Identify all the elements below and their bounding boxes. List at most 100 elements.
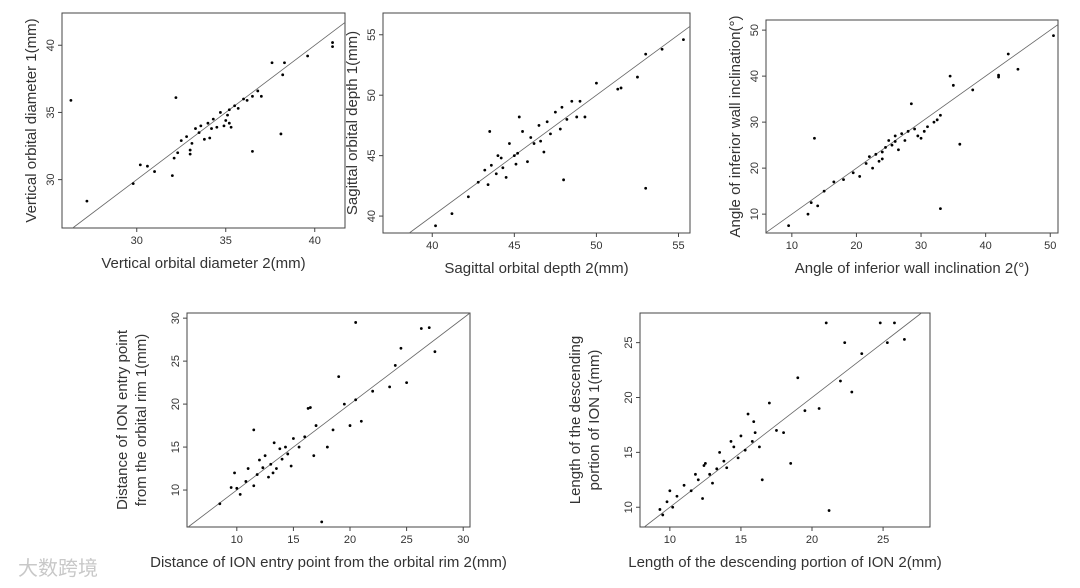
point	[671, 505, 675, 509]
point	[272, 441, 276, 445]
point	[880, 157, 884, 161]
point	[1016, 67, 1020, 71]
point	[320, 520, 324, 524]
point	[226, 113, 229, 117]
point	[256, 89, 260, 93]
y-tick-label: 10	[623, 501, 635, 513]
point	[817, 407, 821, 410]
point	[521, 130, 524, 133]
point	[619, 86, 623, 90]
point	[289, 464, 293, 468]
point	[153, 170, 156, 173]
point	[308, 406, 312, 409]
point	[893, 140, 897, 143]
y-axis-label: Length of the descending	[567, 336, 584, 504]
point	[279, 132, 283, 136]
point	[864, 162, 868, 165]
x-tick-label: 30	[131, 235, 143, 247]
point	[359, 419, 363, 423]
point	[434, 224, 437, 228]
point	[69, 98, 73, 102]
x-axis-label: Length of the descending portion of ION …	[628, 554, 942, 571]
point	[842, 178, 845, 182]
point	[516, 151, 520, 155]
y-tick-label: 45	[366, 150, 378, 162]
point	[560, 105, 564, 109]
point	[306, 54, 310, 58]
y-axis-label: Sagittal orbital depth 1(mm)	[344, 31, 361, 215]
point	[971, 88, 975, 92]
point	[252, 428, 256, 432]
identity-line	[644, 312, 922, 528]
x-tick-label: 55	[672, 240, 684, 252]
point	[233, 471, 236, 475]
point	[893, 134, 897, 138]
scatter-panel: 10 15 20 25 10 15 20 25 Length of the descending…	[567, 312, 942, 571]
y-tick-label: 40	[749, 70, 761, 82]
point	[252, 484, 256, 488]
point	[229, 486, 233, 489]
point	[903, 337, 906, 341]
plot-frame	[382, 12, 691, 234]
point	[809, 201, 813, 205]
point	[711, 481, 714, 485]
y-tick-label: 30	[45, 174, 57, 186]
point	[258, 458, 261, 462]
x-tick-label: 15	[735, 534, 747, 546]
y-tick-label: 30	[749, 116, 761, 128]
y-tick-label: 20	[170, 398, 182, 410]
point	[718, 450, 722, 454]
point	[997, 73, 1000, 77]
point	[245, 98, 249, 102]
point	[661, 513, 665, 517]
point	[342, 402, 346, 406]
point	[708, 472, 712, 476]
point	[210, 127, 213, 130]
point	[222, 124, 226, 128]
point	[331, 428, 335, 432]
point	[729, 440, 733, 443]
scatter-panel: 10 20 30 40 50 10 20 30 40 50 Angle of inferior wa…	[727, 16, 1059, 277]
x-axis-label: Distance of ION entry point from the orb…	[150, 554, 507, 571]
point	[202, 137, 206, 141]
point	[261, 466, 265, 470]
point	[850, 390, 854, 394]
point	[271, 471, 275, 475]
point	[197, 131, 201, 134]
point	[188, 152, 192, 156]
point	[483, 168, 487, 172]
y-axis-label: Vertical orbital diameter 1(mm)	[23, 18, 40, 222]
point	[658, 508, 662, 511]
point	[303, 435, 307, 439]
point	[419, 327, 423, 330]
point	[702, 464, 706, 467]
point	[486, 183, 490, 187]
point	[545, 120, 549, 124]
point	[354, 321, 358, 324]
identity-line	[765, 24, 1059, 233]
y-tick-label: 50	[749, 24, 761, 36]
point	[371, 389, 375, 393]
point	[512, 154, 516, 158]
point	[476, 180, 480, 184]
point	[242, 97, 245, 101]
y-tick-label: 55	[366, 29, 378, 41]
point	[913, 127, 916, 131]
point	[816, 204, 820, 208]
point	[922, 129, 926, 133]
point	[236, 107, 240, 110]
plot-frame	[765, 19, 1059, 234]
point	[227, 108, 231, 112]
point	[314, 424, 318, 427]
point	[732, 445, 736, 449]
point	[665, 500, 669, 504]
point	[758, 445, 761, 449]
point	[753, 431, 757, 435]
point	[951, 83, 955, 87]
x-tick-label: 25	[400, 534, 412, 546]
point	[782, 431, 785, 435]
point	[827, 509, 831, 512]
point	[433, 350, 437, 354]
point	[565, 117, 569, 121]
